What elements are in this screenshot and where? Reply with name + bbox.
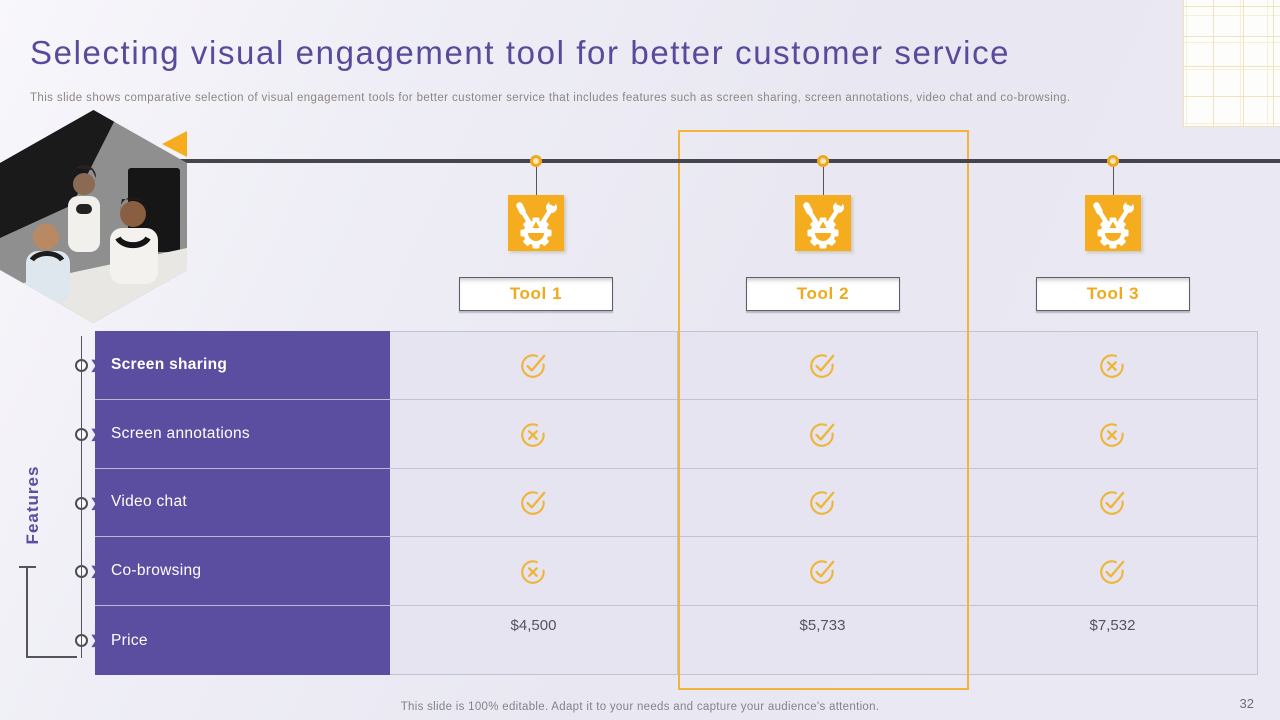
- timeline-dot: [1107, 155, 1119, 167]
- price-cell: $7,532: [968, 606, 1258, 675]
- slide-footer-note: This slide is 100% editable. Adapt it to…: [400, 701, 880, 713]
- feature-cell-check: [678, 399, 968, 469]
- feature-cell-cross: [390, 537, 678, 607]
- timeline-dot: [530, 155, 542, 167]
- feature-cell-check: [678, 468, 968, 538]
- feature-cell-cross: [968, 331, 1258, 400]
- feature-row-label: Video chat: [95, 468, 390, 538]
- timeline-dot: [817, 155, 829, 167]
- feature-row-label: Co-browsing: [95, 537, 390, 607]
- feature-cell-check: [390, 331, 678, 400]
- check-circle-icon: [809, 491, 834, 516]
- check-circle-icon: [1099, 560, 1124, 585]
- page-number: 32: [1239, 696, 1254, 711]
- features-label: Features: [23, 465, 42, 545]
- gear-with-tools-icon: [803, 198, 844, 249]
- gear-with-tools-icon: [1093, 198, 1134, 249]
- features-connector-vertical: [26, 566, 28, 658]
- check-circle-icon: [520, 491, 545, 516]
- tool-name-label: Tool 2: [796, 284, 850, 303]
- timeline-line: [172, 159, 1280, 163]
- timeline-stem: [536, 167, 537, 196]
- feature-cell-check: [968, 537, 1258, 607]
- check-circle-icon: [809, 560, 834, 585]
- features-connector-horizontal: [26, 656, 77, 658]
- tool-icon-box: [508, 195, 564, 251]
- check-circle-icon: [1099, 491, 1124, 516]
- feature-cell-check: [968, 468, 1258, 538]
- check-circle-icon: [809, 354, 834, 379]
- tool-name-box: Tool 2: [746, 277, 900, 311]
- tool-name-box: Tool 3: [1036, 277, 1190, 311]
- grid-decoration: [1183, 0, 1280, 127]
- tool-icon-box: [795, 195, 851, 251]
- check-circle-icon: [809, 422, 834, 447]
- timeline-stem: [1113, 167, 1114, 196]
- cross-circle-icon: [1099, 354, 1124, 379]
- tool-icon-box: [1085, 195, 1141, 251]
- feature-cell-cross: [968, 399, 1258, 469]
- price-cell: $5,733: [678, 606, 968, 675]
- timeline-stem: [823, 167, 824, 196]
- gear-with-tools-icon: [516, 198, 557, 249]
- cross-circle-icon: [1099, 422, 1124, 447]
- slide-subtitle: This slide shows comparative selection o…: [30, 92, 1071, 104]
- price-cell: $4,500: [390, 606, 678, 675]
- cross-circle-icon: [520, 422, 545, 447]
- tool-name-label: Tool 1: [509, 284, 563, 303]
- comparison-table: Screen sharing Screen annotations Video …: [95, 331, 1258, 675]
- feature-row-label: Screen sharing: [95, 331, 390, 400]
- tool-name-box: Tool 1: [459, 277, 613, 311]
- features-rail-line: [81, 336, 82, 658]
- tool-name-label: Tool 3: [1086, 284, 1140, 303]
- feature-cell-check: [390, 468, 678, 538]
- yellow-arrow-decoration: [162, 131, 187, 157]
- team-photo-hexagon: [0, 110, 187, 323]
- feature-cell-check: [678, 331, 968, 400]
- feature-row-label: Price: [95, 606, 390, 675]
- feature-cell-check: [678, 537, 968, 607]
- check-circle-icon: [520, 354, 545, 379]
- cross-circle-icon: [520, 560, 545, 585]
- feature-cell-cross: [390, 399, 678, 469]
- feature-row-label: Screen annotations: [95, 399, 390, 469]
- page-title: Selecting visual engagement tool for bet…: [30, 34, 1011, 71]
